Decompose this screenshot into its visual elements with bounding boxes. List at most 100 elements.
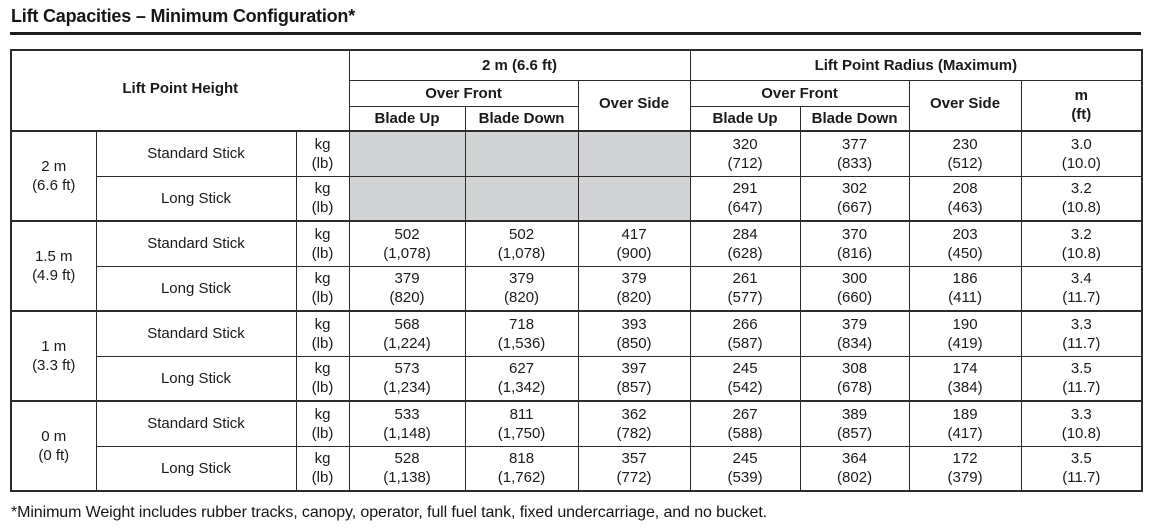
height-cell: 0 m (0 ft) xyxy=(10,400,97,492)
value-cell: 379 (820) xyxy=(348,265,466,312)
header-blade-down-radius: Blade Down xyxy=(799,105,910,132)
height-cell: 1.5 m (4.9 ft) xyxy=(10,220,97,312)
value-cell: 245 (539) xyxy=(689,445,801,492)
value-cell: 245 (542) xyxy=(689,355,801,402)
value-cell: 718 (1,536) xyxy=(464,310,579,357)
stick-cell: Standard Stick xyxy=(95,220,297,267)
value-cell: 174 (384) xyxy=(908,355,1022,402)
value-cell: 362 (782) xyxy=(577,400,691,447)
value-cell: 627 (1,342) xyxy=(464,355,579,402)
value-cell: 818 (1,762) xyxy=(464,445,579,492)
stick-cell: Long Stick xyxy=(95,265,297,312)
unit-cell: kg (lb) xyxy=(295,175,350,222)
value-cell: 320 (712) xyxy=(689,130,801,177)
header-group-2m: 2 m (6.6 ft) xyxy=(348,49,691,81)
height-cell: 1 m (3.3 ft) xyxy=(10,310,97,402)
empty-shaded-cell xyxy=(577,130,691,177)
value-cell: 189 (417) xyxy=(908,400,1022,447)
value-cell: 3.2 (10.8) xyxy=(1020,175,1143,222)
unit-cell: kg (lb) xyxy=(295,355,350,402)
value-cell: 3.3 (10.8) xyxy=(1020,400,1143,447)
height-cell: 2 m (6.6 ft) xyxy=(10,130,97,222)
table-row: 2 m (6.6 ft) Standard Stick kg (lb) 320 (712) 3… xyxy=(10,130,1143,222)
value-cell: 393 (850) xyxy=(577,310,691,357)
header-radius-unit-m: m xyxy=(1074,87,1088,105)
table-body: 2 m (6.6 ft) Standard Stick kg (lb) 320 (712) 3… xyxy=(10,130,1143,492)
value-cell: 573 (1,234) xyxy=(348,355,466,402)
unit-cell: kg (lb) xyxy=(295,400,350,447)
value-cell: 190 (419) xyxy=(908,310,1022,357)
table-row: 1 m (3.3 ft) Standard Stick kg (lb) 568 (1,224… xyxy=(10,310,1143,402)
empty-shaded-cell xyxy=(348,130,466,177)
value-cell: 502 (1,078) xyxy=(464,220,579,267)
unit-cell: kg (lb) xyxy=(295,265,350,312)
value-cell: 568 (1,224) xyxy=(348,310,466,357)
unit-cell: kg (lb) xyxy=(295,310,350,357)
value-cell: 266 (587) xyxy=(689,310,801,357)
page-title: Lift Capacities – Minimum Configuration* xyxy=(11,6,356,26)
table-row: Long Stick kg (lb) 528 (1,138) 818 (1,762) 357(… xyxy=(11,445,1143,492)
empty-shaded-cell xyxy=(577,175,691,222)
table-row: Long Stick kg (lb) 291 (647) 302 (667) 208 (463)… xyxy=(11,175,1143,222)
title-rule xyxy=(10,32,1141,35)
unit-cell: kg (lb) xyxy=(295,130,350,177)
header-blade-up-radius: Blade Up xyxy=(689,105,801,132)
value-cell: 208 (463) xyxy=(908,175,1022,222)
empty-shaded-cell xyxy=(464,175,579,222)
table-row: Long Stick kg (lb) 379 (820) 379 (820) 379 (820)… xyxy=(11,265,1143,312)
value-cell: 370 (816) xyxy=(799,220,910,267)
value-cell: 389 (857) xyxy=(799,400,910,447)
stick-cell: Long Stick xyxy=(95,445,297,492)
value-cell: 300 (660) xyxy=(799,265,910,312)
stick-cell: Standard Stick xyxy=(95,130,297,177)
table-row: Long Stick kg (lb) 573 (1,234) 627 (1,342) 397(… xyxy=(11,355,1143,402)
stick-cell: Long Stick xyxy=(95,355,297,402)
header-blade-up-2m: Blade Up xyxy=(348,105,466,132)
value-cell: 364 (802) xyxy=(799,445,910,492)
value-cell: 357 (772) xyxy=(577,445,691,492)
header-blade-down-2m: Blade Down xyxy=(464,105,579,132)
header-group-lift-point-radius: Lift Point Radius (Maximum) xyxy=(689,49,1143,81)
value-cell: 3.0 (10.0) xyxy=(1020,130,1143,177)
value-cell: 186 (411) xyxy=(908,265,1022,312)
value-cell: 379 (820) xyxy=(464,265,579,312)
value-cell: 284 (628) xyxy=(689,220,801,267)
value-cell: 397 (857) xyxy=(577,355,691,402)
footnote: *Minimum Weight includes rubber tracks, … xyxy=(11,504,768,521)
header-over-side-radius: Over Side xyxy=(908,79,1022,132)
header-radius-unit: m (ft) xyxy=(1020,79,1143,132)
value-cell: 3.4 (11.7) xyxy=(1020,265,1143,312)
value-cell: 379 (820) xyxy=(577,265,691,312)
value-cell: 172 (379) xyxy=(908,445,1022,492)
header-lift-point-height: Lift Point Height xyxy=(10,49,350,132)
table-row: 1.5 m (4.9 ft) Standard Stick kg (lb) 502 (1,0… xyxy=(10,220,1143,312)
value-cell: 267 (588) xyxy=(689,400,801,447)
header-over-front-2m: Over Front xyxy=(348,79,579,107)
value-cell: 3.5 (11.7) xyxy=(1020,355,1143,402)
table-header: Lift Point Height 2 m (6.6 ft) Lift Poin… xyxy=(10,49,1143,132)
value-cell: 3.3 (11.7) xyxy=(1020,310,1143,357)
unit-cell: kg (lb) xyxy=(295,445,350,492)
value-cell: 230 (512) xyxy=(908,130,1022,177)
value-cell: 302 (667) xyxy=(799,175,910,222)
header-over-side-2m: Over Side xyxy=(577,79,691,132)
value-cell: 811 (1,750) xyxy=(464,400,579,447)
value-cell: 3.2 (10.8) xyxy=(1020,220,1143,267)
value-cell: 261 (577) xyxy=(689,265,801,312)
stick-cell: Standard Stick xyxy=(95,310,297,357)
header-radius-unit-ft: (ft) xyxy=(1071,106,1092,124)
value-cell: 3.5 (11.7) xyxy=(1020,445,1143,492)
empty-shaded-cell xyxy=(464,130,579,177)
value-cell: 308 (678) xyxy=(799,355,910,402)
header-over-front-radius: Over Front xyxy=(689,79,910,107)
value-cell: 528 (1,138) xyxy=(348,445,466,492)
value-cell: 377 (833) xyxy=(799,130,910,177)
stick-cell: Long Stick xyxy=(95,175,297,222)
value-cell: 291 (647) xyxy=(689,175,801,222)
empty-shaded-cell xyxy=(348,175,466,222)
table-row: 0 m (0 ft) Standard Stick kg (lb) 533 (1,148) 8… xyxy=(10,400,1143,492)
value-cell: 502 (1,078) xyxy=(348,220,466,267)
value-cell: 203 (450) xyxy=(908,220,1022,267)
value-cell: 533 (1,148) xyxy=(348,400,466,447)
